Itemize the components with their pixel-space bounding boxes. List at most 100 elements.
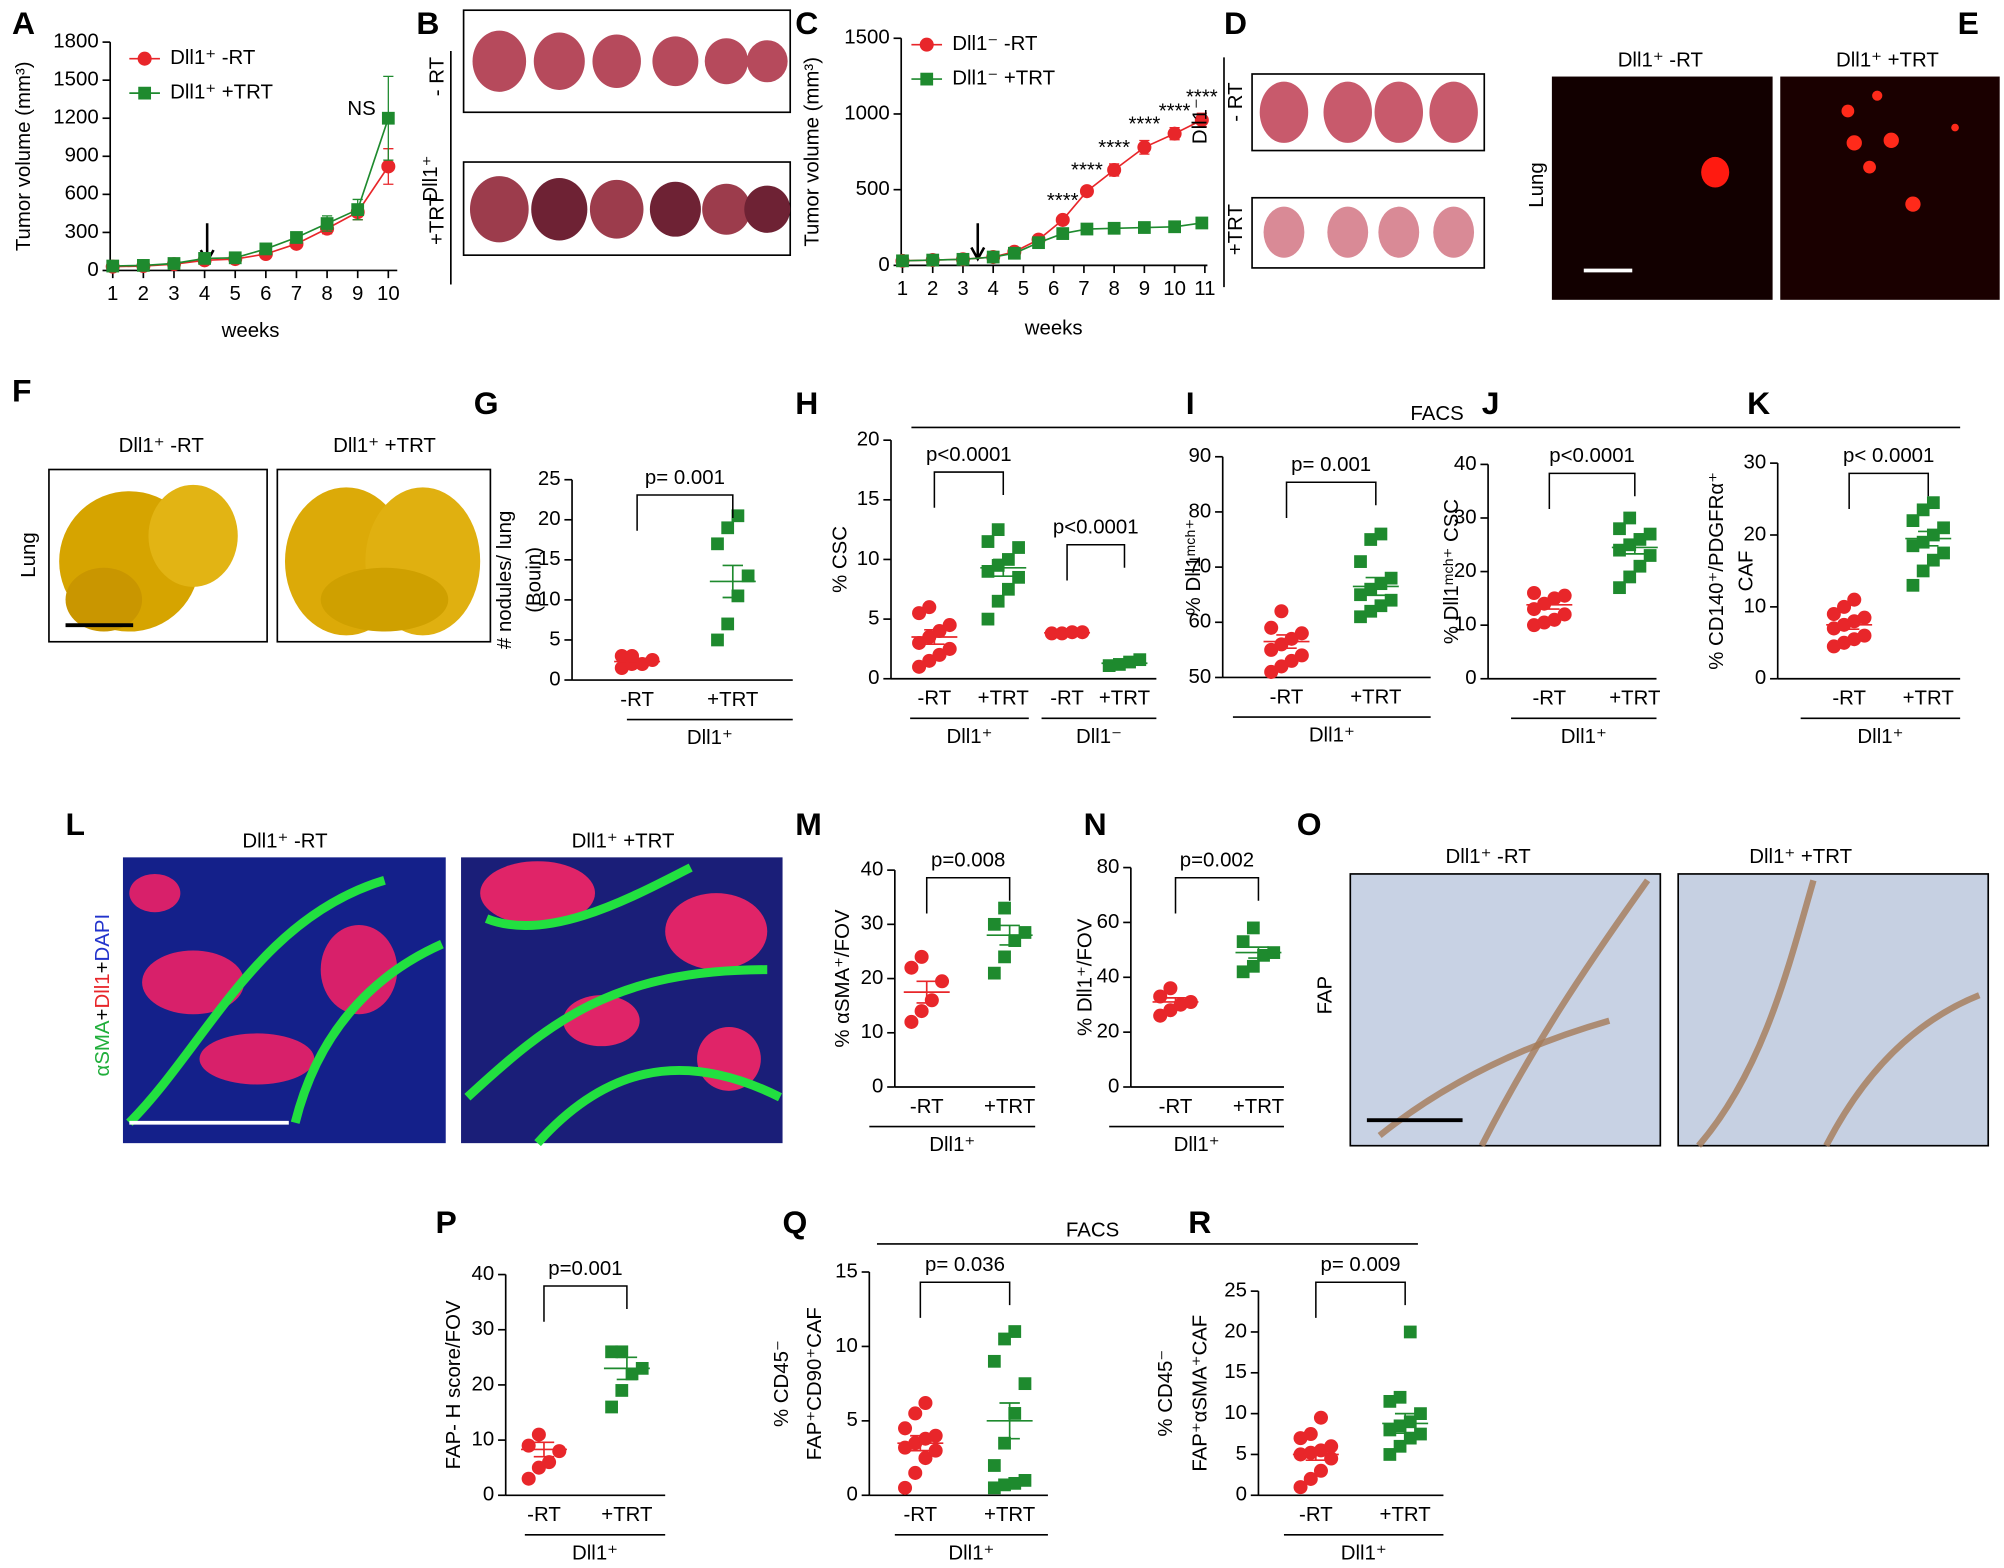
marker xyxy=(1403,1325,1417,1339)
photo-label: Dll1⁻ xyxy=(1189,98,1211,144)
group-label: Dll1⁺ xyxy=(572,1542,618,1564)
x-axis-label: weeks xyxy=(1024,318,1083,340)
marker xyxy=(898,1480,913,1495)
x-tick-label: -RT xyxy=(527,1504,561,1526)
error-bar xyxy=(1305,1447,1327,1461)
panel-letter: K xyxy=(1747,385,1770,421)
y-tick-label: 30 xyxy=(861,913,884,935)
y-tick-label: 30 xyxy=(472,1318,495,1340)
y-tick-label: 0 xyxy=(846,1484,857,1506)
series-line xyxy=(112,165,390,268)
x-tick-label: +TRT xyxy=(707,689,758,711)
marker xyxy=(1168,220,1181,234)
y-tick-label: 60 xyxy=(1189,611,1212,633)
marker xyxy=(981,612,995,626)
y-tick-label: 20 xyxy=(1097,1021,1120,1043)
marker xyxy=(1393,1439,1407,1453)
y-axis-label: # nodules/ lung xyxy=(494,511,516,649)
marker xyxy=(908,1406,923,1421)
y-axis-label: % CD45⁻ xyxy=(1155,1350,1177,1437)
marker xyxy=(1926,553,1940,567)
marker xyxy=(605,1400,618,1414)
marker xyxy=(1294,648,1309,663)
stain-part: + xyxy=(92,1009,114,1021)
marker xyxy=(922,653,937,668)
marker xyxy=(1313,1463,1328,1478)
photo-label: Lung xyxy=(18,532,40,577)
p-value: p=0.002 xyxy=(1180,850,1254,872)
marker xyxy=(542,1455,557,1470)
marker xyxy=(1007,246,1021,260)
y-tick-label: 5 xyxy=(549,628,560,650)
panel-letter: G xyxy=(474,385,499,421)
error-bar xyxy=(1838,619,1860,630)
marker xyxy=(1354,610,1367,624)
marker xyxy=(1002,582,1015,596)
photo-label: Dll1⁺ +TRT xyxy=(1836,50,1939,72)
marker xyxy=(1926,496,1940,510)
metastasis xyxy=(1883,132,1899,148)
photo-label: Lung xyxy=(1526,162,1548,207)
y-tick-label: 10 xyxy=(857,548,880,570)
error-bar xyxy=(1056,631,1078,635)
metastasis xyxy=(1701,156,1730,188)
tissue xyxy=(142,950,245,1015)
marker xyxy=(998,1436,1011,1450)
marker xyxy=(918,1451,933,1466)
x-tick-label: 6 xyxy=(1048,278,1059,300)
marker xyxy=(615,1345,629,1359)
p-value: p=0.008 xyxy=(931,850,1005,872)
marker xyxy=(167,257,181,270)
tissue xyxy=(746,40,788,83)
y-axis-label: Tumor volume (mm³) xyxy=(802,57,824,247)
marker xyxy=(1414,1407,1427,1421)
error-bar xyxy=(1165,997,1186,1007)
marker xyxy=(1374,599,1388,613)
marker xyxy=(1403,1415,1417,1429)
error-bar xyxy=(916,980,937,1004)
facs-label: FACS xyxy=(1066,1220,1119,1242)
group-label: Dll1⁺ xyxy=(687,727,733,749)
bracket xyxy=(1548,472,1636,510)
tissue xyxy=(1263,206,1305,258)
marker xyxy=(136,259,150,272)
y-tick-label: 10 xyxy=(1224,1402,1247,1424)
marker xyxy=(381,159,396,174)
tissue xyxy=(1433,206,1475,258)
stroma xyxy=(1478,878,1651,1148)
y-tick-label: 25 xyxy=(538,468,561,490)
marker xyxy=(1383,1448,1397,1461)
y-tick-label: 15 xyxy=(835,1260,858,1282)
y-tick-label: 50 xyxy=(1189,666,1212,688)
tissue xyxy=(665,893,768,970)
bracket xyxy=(636,494,734,531)
marker xyxy=(1194,113,1209,128)
marker xyxy=(912,635,927,650)
panel-letter: L xyxy=(66,806,85,842)
p-value: p<0.0001 xyxy=(1053,517,1139,539)
stroma xyxy=(484,863,693,931)
marker xyxy=(1008,1325,1022,1338)
marker xyxy=(351,203,365,216)
marker xyxy=(1826,607,1841,622)
marker xyxy=(521,1471,536,1486)
marker xyxy=(1137,140,1152,155)
marker xyxy=(552,1444,567,1459)
marker xyxy=(624,648,640,663)
marker xyxy=(259,242,273,256)
y-axis-label: (Bouin) xyxy=(523,547,545,613)
marker xyxy=(1079,184,1094,199)
photo-label: Dll1⁺ -RT xyxy=(1445,846,1530,868)
y-tick-label: 10 xyxy=(835,1335,858,1357)
y-tick-label: 5 xyxy=(868,607,879,629)
tissue xyxy=(1374,81,1424,143)
y-tick-label: 80 xyxy=(1097,856,1120,878)
legend-label: Dll1⁻ +TRT xyxy=(952,67,1055,89)
photo xyxy=(1780,76,2000,300)
marker xyxy=(1018,926,1032,939)
x-tick-label: 9 xyxy=(1139,278,1150,300)
marker xyxy=(1236,965,1250,979)
group-label: Dll1⁺ xyxy=(1341,1542,1387,1564)
x-tick-label: 8 xyxy=(1108,278,1119,300)
